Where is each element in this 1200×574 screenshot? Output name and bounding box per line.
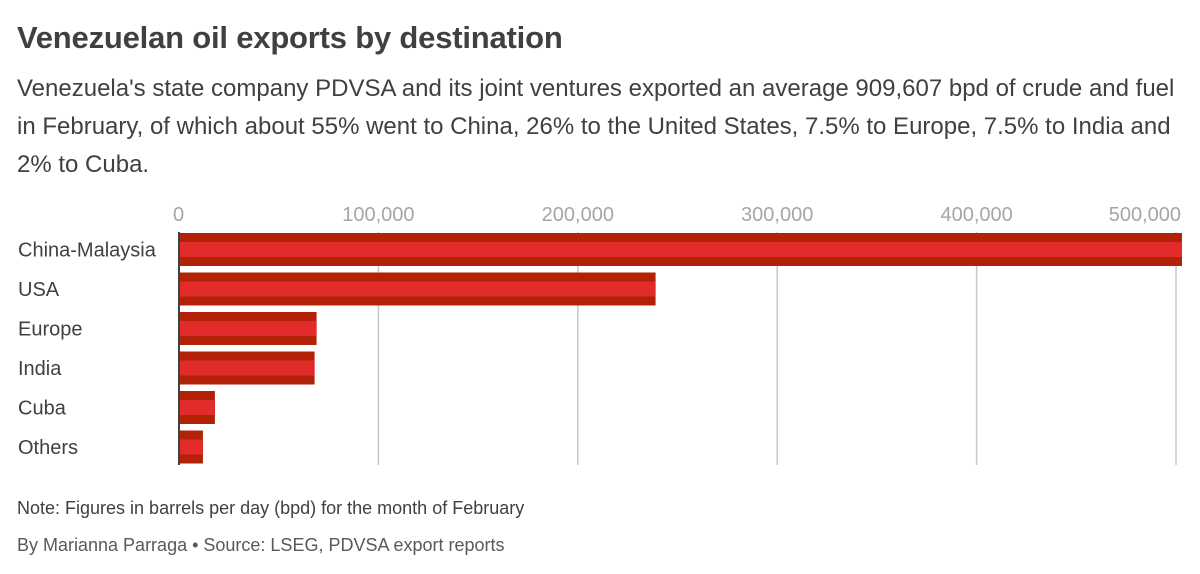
bar-inner — [179, 439, 203, 455]
category-labels: China-Malaysia USA Europe India Cuba Others — [18, 240, 157, 460]
category-label: China-Malaysia — [18, 240, 157, 262]
gridlines — [377, 232, 1177, 465]
category-label: India — [18, 358, 62, 380]
x-tick-label: 300,000 — [741, 204, 813, 226]
bars — [179, 233, 1182, 464]
bar — [179, 233, 1182, 266]
bar-inner — [179, 281, 656, 297]
chart-title: Venezuelan oil exports by destination — [17, 20, 563, 55]
x-tick-label: 400,000 — [940, 204, 1012, 226]
category-label: Others — [18, 437, 78, 459]
x-tick-labels: 0 100,000 200,000 300,000 400,000 500,000 — [173, 204, 1181, 226]
chart-credit: By Marianna Parraga • Source: LSEG, PDVS… — [17, 535, 505, 555]
bar — [179, 312, 317, 345]
chart-note: Note: Figures in barrels per day (bpd) f… — [17, 498, 525, 518]
bar — [179, 430, 203, 464]
bar-inner — [179, 242, 1182, 257]
bar — [179, 272, 656, 306]
x-tick-label: 500,000 — [1109, 204, 1181, 226]
x-tick-label: 100,000 — [342, 204, 414, 226]
chart-subtitle: Venezuela's state company PDVSA and its … — [17, 75, 1175, 178]
bar-inner — [179, 321, 317, 336]
bar-inner — [179, 400, 215, 415]
category-label: Cuba — [18, 398, 67, 420]
category-label: USA — [18, 279, 60, 301]
x-tick-label: 0 — [173, 204, 184, 226]
bar-chart: 0 100,000 200,000 300,000 400,000 500,000 Chi… — [18, 204, 1182, 465]
category-label: Europe — [18, 319, 83, 341]
x-tick-label: 200,000 — [542, 204, 614, 226]
bar — [179, 391, 215, 424]
bar — [179, 351, 315, 385]
bar-inner — [179, 360, 315, 376]
